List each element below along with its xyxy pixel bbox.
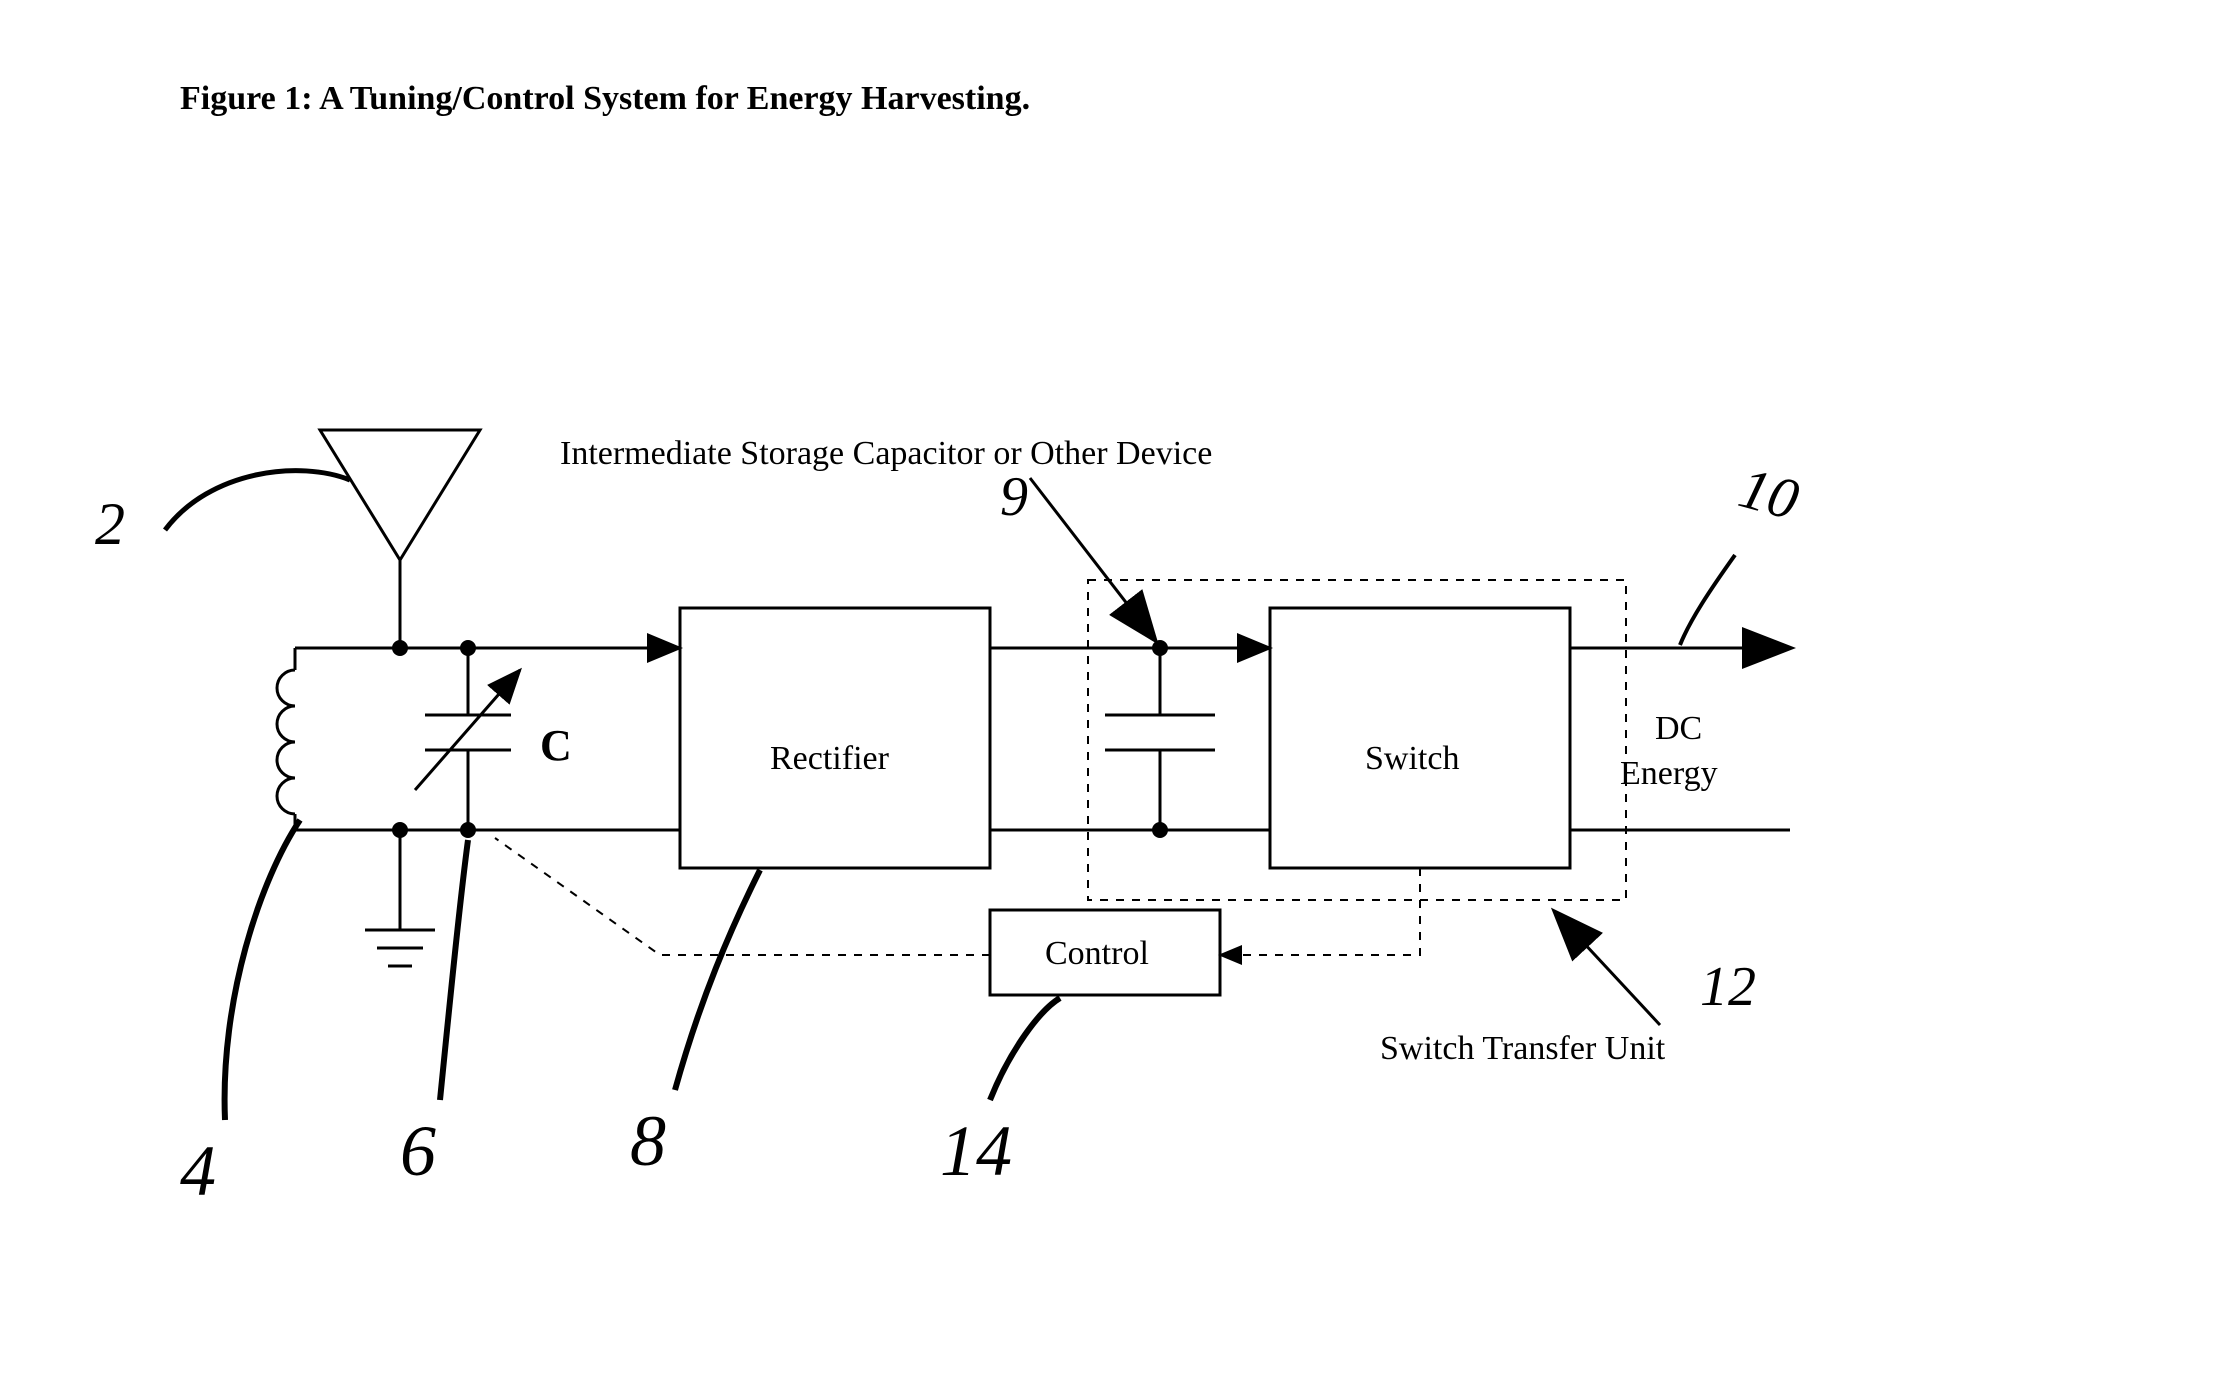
dashed-transfer-unit <box>1088 580 1626 900</box>
switch-box <box>1270 608 1570 868</box>
node-dot <box>392 640 408 656</box>
node-dot <box>460 822 476 838</box>
transfer-pointer-arrow <box>1555 912 1660 1025</box>
inductor-icon <box>277 648 295 830</box>
antenna-icon <box>320 430 480 648</box>
ref4-leader <box>225 820 300 1120</box>
switch-to-control-line <box>1220 868 1420 955</box>
intermediate-pointer-arrow <box>1030 478 1155 640</box>
ref6-leader <box>440 840 468 1100</box>
storage-capacitor-icon <box>1105 648 1215 830</box>
control-to-varcap-line <box>495 838 990 955</box>
node-dot <box>1152 640 1168 656</box>
diagram-page: Figure 1: A Tuning/Control System for En… <box>0 0 2236 1376</box>
control-box <box>990 910 1220 995</box>
node-dot <box>1152 822 1168 838</box>
ref2-leader <box>165 471 350 530</box>
variable-capacitor-icon <box>415 648 520 830</box>
node-dot <box>392 822 408 838</box>
rectifier-box <box>680 608 990 868</box>
ref8-leader <box>675 870 760 1090</box>
ref14-leader <box>990 998 1060 1100</box>
ref10-leader <box>1680 555 1735 645</box>
schematic-svg <box>0 0 2236 1376</box>
ground-icon <box>365 830 435 966</box>
node-dot <box>460 640 476 656</box>
